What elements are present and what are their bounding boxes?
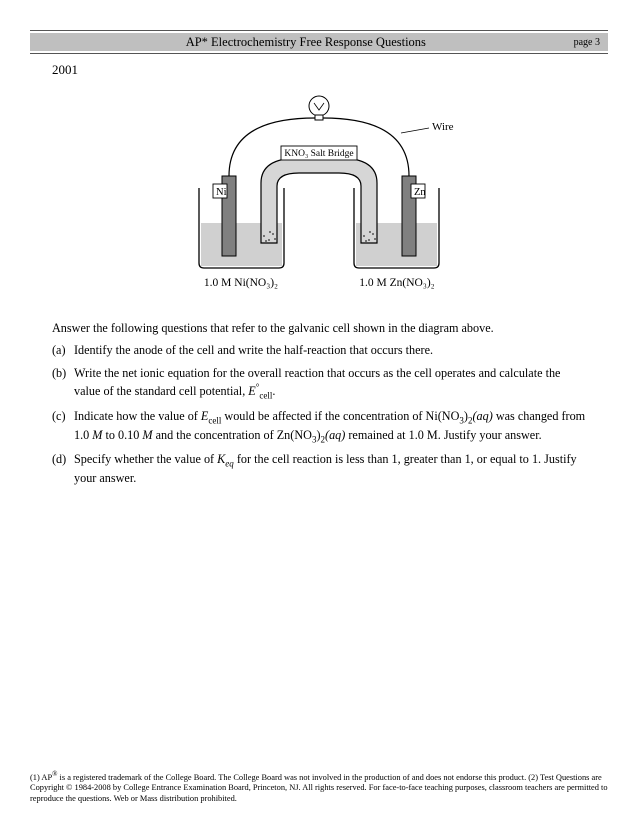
qb-post: . [272,384,275,398]
qc-pre: Indicate how the value of [74,409,201,423]
qd-eq: eq [225,459,234,469]
question-d-label: (d) [52,451,74,486]
question-c: (c) Indicate how the value of Ecell woul… [52,408,586,445]
question-c-body: Indicate how the value of Ecell would be… [74,408,586,445]
question-a-label: (a) [52,342,74,358]
solution-left-label: 1.0 M Ni(NO₃)₂ [204,277,278,289]
question-d: (d) Specify whether the value of Keq for… [52,451,586,486]
diagram-svg: Wire Ni Zn [169,88,469,298]
qb-E: E [248,384,255,398]
salt-bridge-label: KNO₃ Salt Bridge [284,149,353,159]
qc-M2: M [142,428,152,442]
rule-bottom [30,53,608,54]
footnote: (1) AP® is a registered trademark of the… [30,770,608,804]
diagram-container: Wire Ni Zn [30,88,608,302]
solution-right-label: 1.0 M Zn(NO₃)₂ [359,277,434,289]
qb-pre: Write the net ionic equation for the ove… [74,366,560,399]
bulb-icon [309,96,329,116]
question-b: (b) Write the net ionic equation for the… [52,365,586,402]
qd-pre: Specify whether the value of [74,452,217,466]
qc-aq2: (aq) [325,428,345,442]
question-stem: Answer the following questions that refe… [52,320,586,336]
fn-rest: is a registered trademark of the College… [30,773,608,803]
question-a: (a) Identify the anode of the cell and w… [52,342,586,358]
wire-label: Wire [432,121,454,133]
question-c-label: (c) [52,408,74,445]
question-a-body: Identify the anode of the cell and write… [74,342,586,358]
qc-aq1: (aq) [472,409,492,423]
qc-M1: M [92,428,102,442]
qb-cell: cell [259,391,272,401]
qc-m4: and the concentration of Zn(NO [153,428,312,442]
qc-m5: remained at 1.0 M. Justify your answer. [345,428,541,442]
galvanic-cell-diagram: Wire Ni Zn [169,88,469,302]
question-d-body: Specify whether the value of Keq for the… [74,451,586,486]
qc-m1: would be affected if the concentration o… [221,409,459,423]
question-b-label: (b) [52,365,74,402]
electrode-right-label: Zn [414,187,426,198]
fn-pre: (1) AP [30,773,52,782]
year-label: 2001 [52,62,608,78]
header-bar: AP* Electrochemistry Free Response Quest… [30,33,608,51]
bulb-base [315,115,323,120]
question-b-body: Write the net ionic equation for the ove… [74,365,586,402]
qc-m3: to 0.10 [102,428,142,442]
wire-pointer [401,128,429,133]
electrode-left-label: Ni [216,187,227,198]
page-number: page 3 [574,37,600,48]
page-title: AP* Electrochemistry Free Response Quest… [38,35,574,50]
qc-cell: cell [208,415,221,425]
rule-top [30,30,608,31]
